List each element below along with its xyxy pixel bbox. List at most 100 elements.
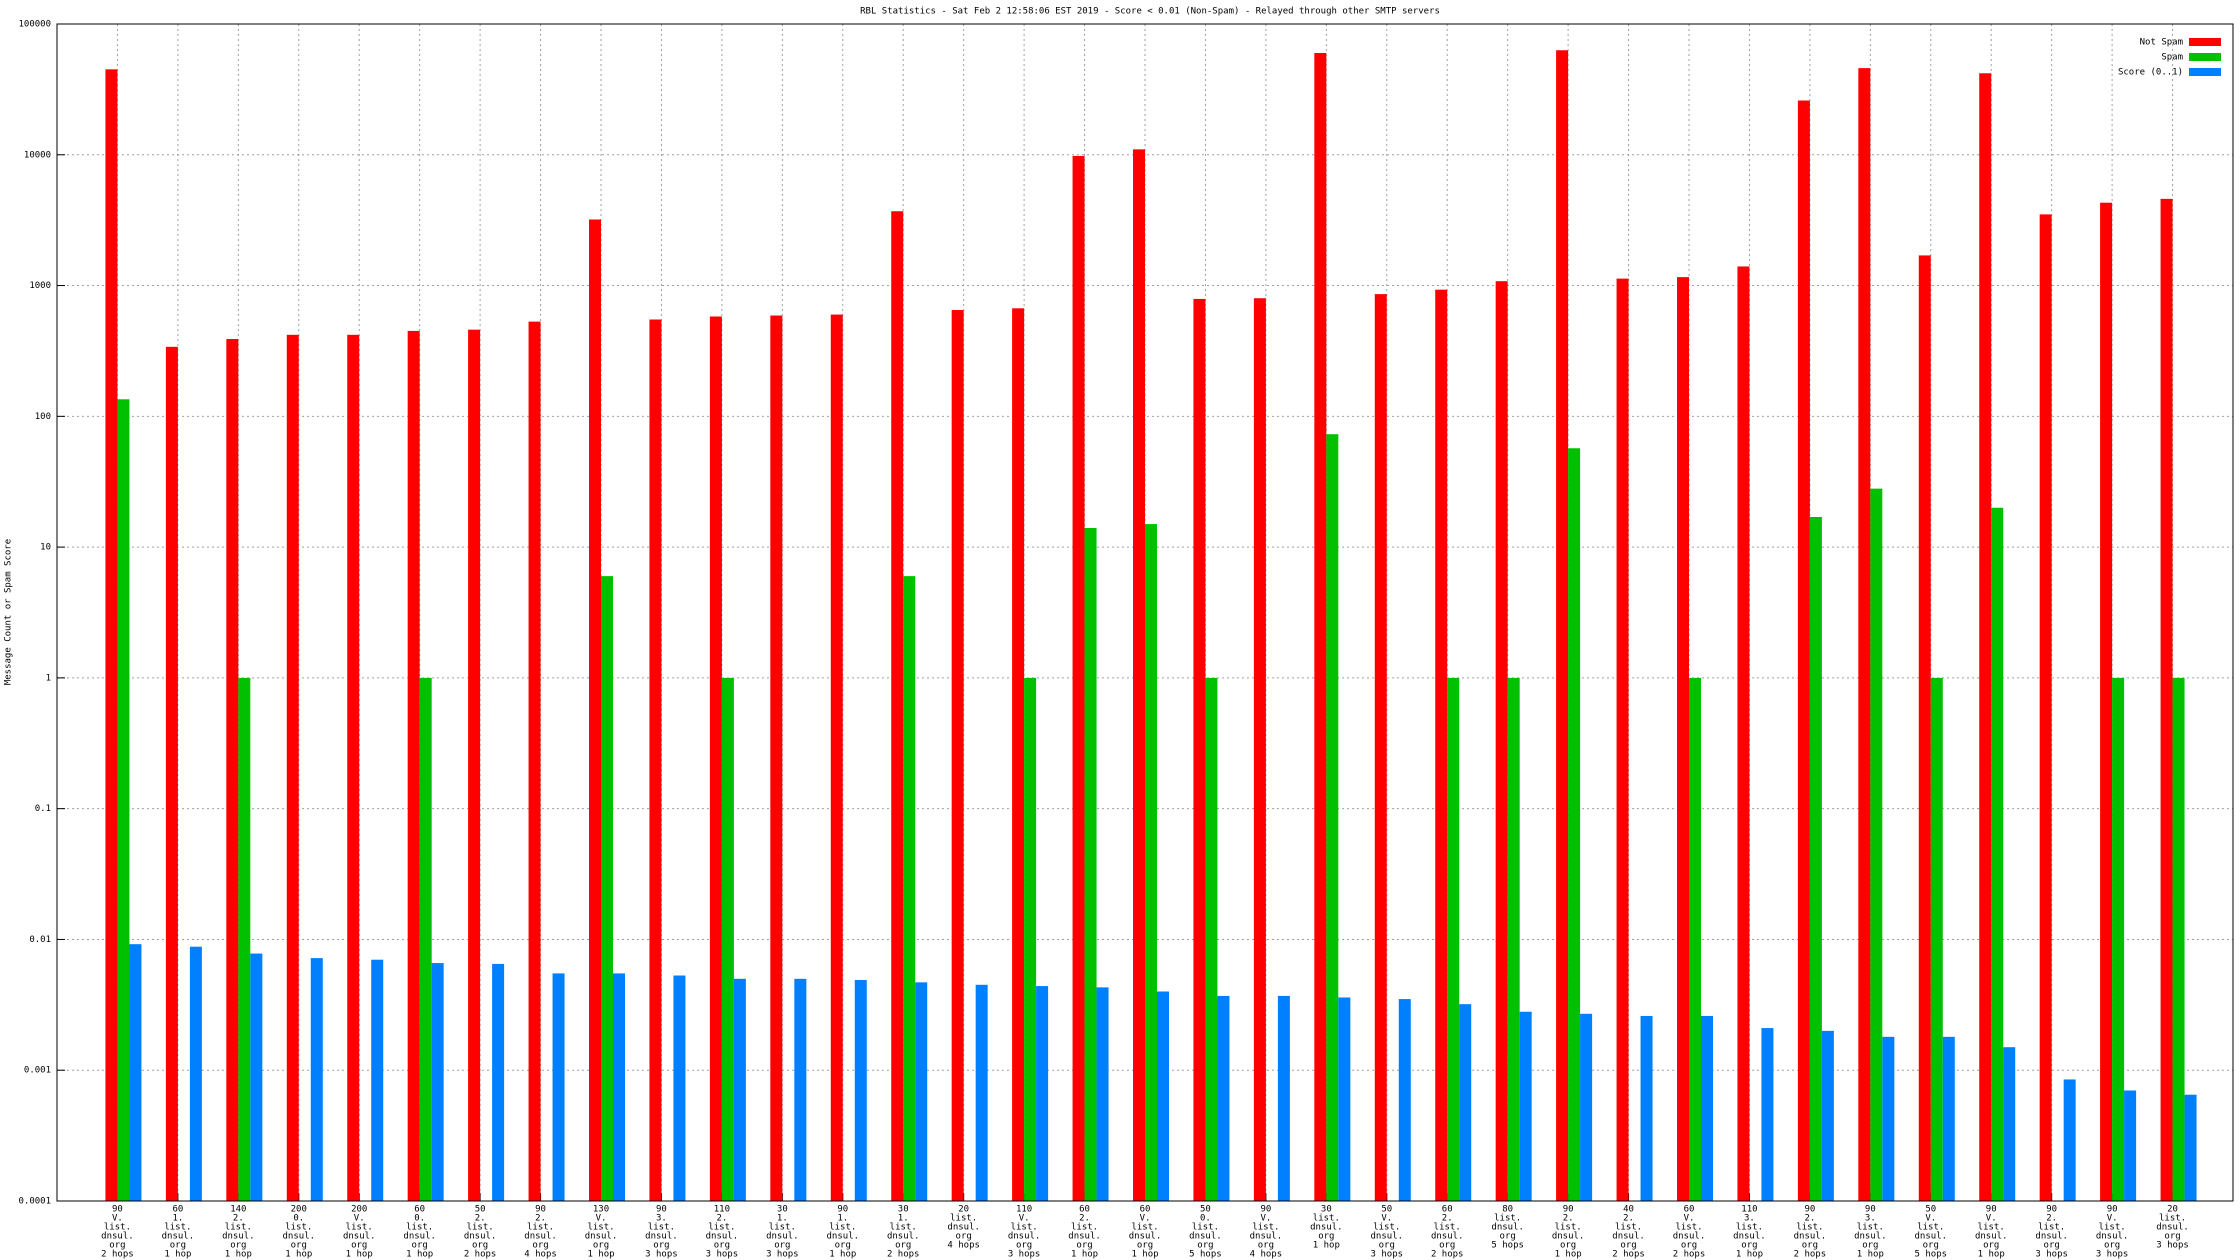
bar [1447, 677, 1460, 1201]
x-tick-label: 5 hops [1915, 1250, 1948, 1260]
x-tick-label: org [2164, 1232, 2180, 1242]
legend-swatch [2189, 38, 2221, 46]
bar [1435, 289, 1448, 1202]
x-tick-label: org [1983, 1241, 1999, 1251]
bar [1338, 997, 1351, 1201]
x-tick-label: list. [1131, 1223, 1158, 1233]
bar [1036, 986, 1049, 1201]
x-tick-label: list. [1615, 1223, 1642, 1233]
bar [1459, 1004, 1472, 1201]
x-tick-label: org [1500, 1232, 1516, 1242]
x-tick-label: 1 hop [1736, 1250, 1763, 1260]
x-tick-label: list. [829, 1223, 856, 1233]
x-tick-label: list. [285, 1223, 312, 1233]
bar [891, 211, 904, 1202]
x-tick-label: org [412, 1241, 428, 1251]
x-tick-label: dnsul. [1854, 1232, 1887, 1242]
x-tick-label: dnsul. [585, 1232, 618, 1242]
x-tick-label: org [230, 1241, 246, 1251]
x-tick-label: 1 hop [1857, 1250, 1884, 1260]
x-tick-label: 50 [475, 1205, 486, 1215]
bar [1568, 448, 1581, 1201]
x-tick-label: list. [1252, 1223, 1279, 1233]
x-tick-label: dnsul. [1431, 1232, 1464, 1242]
x-tick-label: dnsul. [343, 1232, 376, 1242]
x-tick-label: 140 [230, 1205, 246, 1215]
x-tick-label: 0. [293, 1214, 304, 1224]
bar [117, 399, 130, 1201]
x-tick-label: 90 [656, 1205, 667, 1215]
y-axis-label: Message Count or Spam Score [4, 539, 14, 685]
x-tick-label: list. [1011, 1223, 1038, 1233]
x-tick-label: 1. [898, 1214, 909, 1224]
x-tick-label: V. [1019, 1214, 1030, 1224]
x-tick-label: 2 hops [1431, 1250, 1464, 1260]
bar [854, 979, 867, 1201]
x-tick-label: dnsul. [1552, 1232, 1585, 1242]
x-tick-label: 2. [1804, 1214, 1815, 1224]
x-tick-label: 5 hops [1491, 1241, 1524, 1251]
x-tick-label: org [835, 1241, 851, 1251]
bar [371, 959, 384, 1201]
bar [310, 958, 323, 1201]
x-tick-label: org [1076, 1241, 1092, 1251]
x-tick-label: org [714, 1241, 730, 1251]
bar [1556, 50, 1569, 1201]
bar [721, 677, 734, 1201]
x-tick-label: list. [890, 1223, 917, 1233]
bar [2160, 198, 2173, 1201]
x-tick-label: list. [950, 1214, 977, 1224]
x-tick-label: dnsul. [1612, 1232, 1645, 1242]
x-tick-label: dnsul. [1673, 1232, 1706, 1242]
bar [589, 219, 601, 1201]
legend-label: Spam [2161, 53, 2183, 63]
bar [226, 339, 239, 1201]
bar [770, 315, 783, 1201]
x-tick-label: 2. [233, 1214, 244, 1224]
bar [1737, 266, 1750, 1201]
x-tick-label: 90 [2046, 1205, 2057, 1215]
x-tick-label: org [956, 1232, 972, 1242]
x-tick-label: org [1439, 1241, 1455, 1251]
x-tick-label: dnsul. [162, 1232, 195, 1242]
y-tick-label: 100 [35, 412, 51, 422]
bar [250, 953, 263, 1201]
bar [419, 677, 432, 1201]
x-tick-label: V. [1925, 1214, 1936, 1224]
bar [1096, 987, 1109, 1201]
x-tick-label: list. [1313, 1214, 1340, 1224]
x-tick-label: list. [648, 1223, 675, 1233]
x-tick-label: 1 hop [406, 1250, 433, 1260]
x-tick-label: 60 [1684, 1205, 1695, 1215]
x-tick-label: V. [1986, 1214, 1997, 1224]
bar [105, 69, 118, 1202]
bar [238, 677, 251, 1201]
x-tick-label: org [472, 1241, 488, 1251]
x-tick-label: dnsul. [1129, 1232, 1162, 1242]
bar [1072, 155, 1085, 1202]
x-tick-label: 20 [958, 1205, 969, 1215]
x-tick-label: dnsul. [887, 1232, 920, 1242]
bar [1326, 434, 1339, 1202]
x-tick-label: org [653, 1241, 669, 1251]
x-tick-label: dnsul. [766, 1232, 799, 1242]
x-tick-label: list. [1071, 1223, 1098, 1233]
x-tick-label: dnsul. [1189, 1232, 1222, 1242]
x-tick-label: 60 [1079, 1205, 1090, 1215]
x-tick-label: 2 hops [1794, 1250, 1827, 1260]
x-tick-label: org [291, 1241, 307, 1251]
x-tick-label: 50 [1200, 1205, 1211, 1215]
x-tick-label: list. [2159, 1214, 2186, 1224]
bar [1640, 1015, 1653, 1201]
x-tick-label: 20 [2167, 1205, 2178, 1215]
bar [601, 576, 613, 1201]
x-tick-label: 2. [535, 1214, 546, 1224]
x-tick-label: 1. [172, 1214, 183, 1224]
plot-frame [56, 23, 2234, 1202]
bar [1991, 507, 2004, 1202]
y-tick-label: 10000 [24, 150, 51, 160]
bar [165, 346, 178, 1201]
x-tick-label: 90 [112, 1205, 123, 1215]
bar [1809, 516, 1822, 1201]
y-tick-label: 0.001 [24, 1066, 51, 1076]
